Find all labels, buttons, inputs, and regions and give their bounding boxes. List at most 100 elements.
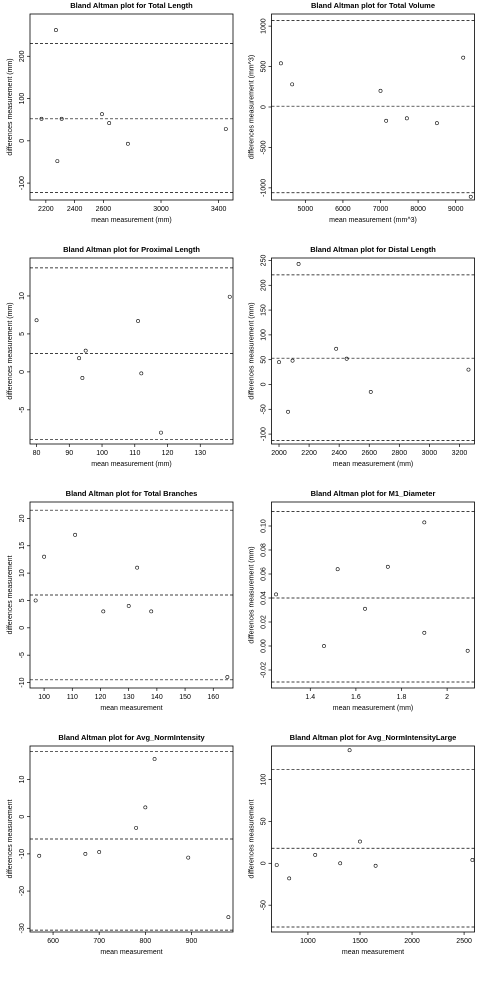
y-tick-label: -50 [261, 404, 268, 414]
y-tick-label: 100 [19, 93, 26, 105]
x-tick-label: 160 [207, 694, 219, 701]
x-tick-label: 110 [129, 450, 140, 457]
chart-title: Bland Altman plot for Proximal Length [63, 245, 200, 254]
y-tick-label: 0 [261, 382, 268, 386]
x-tick-label: 600 [47, 938, 59, 945]
data-point [225, 675, 230, 679]
y-axis-title: differences measurement [249, 800, 256, 879]
data-point [334, 346, 339, 351]
data-point [373, 863, 378, 868]
data-point [227, 294, 232, 299]
y-tick-label: -30 [19, 923, 26, 933]
x-tick-label: 2400 [67, 206, 83, 213]
y-tick-label: 10 [19, 775, 26, 783]
data-point [465, 648, 470, 653]
x-axis-title: mean measurement (mm) [91, 217, 172, 224]
data-point [223, 127, 228, 131]
x-tick-label: 2 [445, 694, 449, 701]
data-point [77, 356, 82, 361]
y-tick-label: 0.04 [261, 591, 268, 605]
data-point [335, 567, 340, 572]
x-tick-label: 1.4 [305, 694, 315, 701]
data-point [33, 598, 38, 603]
y-tick-label: 100 [261, 329, 268, 341]
data-point [42, 554, 46, 559]
x-tick-label: 110 [67, 694, 78, 701]
x-tick-label: 100 [96, 450, 108, 457]
x-tick-label: 3000 [422, 450, 438, 457]
data-point [80, 376, 85, 380]
chart-title: Bland Altman plot for Avg_NormIntensity [58, 733, 205, 742]
y-axis-title: differences measurement (mm) [7, 302, 14, 399]
y-tick-label: 0 [19, 139, 26, 143]
x-tick-label: 8000 [410, 206, 426, 213]
x-tick-label: 100 [38, 694, 50, 701]
y-tick-label: -50 [261, 900, 268, 910]
y-tick-label: -0.02 [261, 662, 268, 678]
x-tick-label: 150 [179, 694, 191, 701]
data-point [422, 520, 427, 525]
data-point [59, 116, 64, 121]
data-point [322, 644, 326, 648]
data-point [274, 592, 278, 597]
data-point [385, 564, 390, 569]
x-tick-label: 2000 [404, 938, 420, 945]
x-tick-label: 3000 [153, 206, 169, 213]
plot-frame [29, 257, 234, 445]
x-tick-label: 2200 [301, 450, 317, 457]
plot-frame [271, 13, 475, 201]
y-tick-label: 0.10 [261, 519, 268, 533]
y-tick-label: 150 [261, 304, 268, 316]
data-point [378, 88, 383, 93]
data-point [135, 565, 140, 570]
y-tick-label: -1000 [261, 179, 268, 197]
y-tick-label: 200 [261, 279, 268, 291]
data-point [287, 876, 292, 881]
data-point [126, 604, 131, 608]
x-tick-label: 1500 [352, 938, 368, 945]
x-tick-label: 130 [123, 694, 135, 701]
data-point [296, 262, 301, 266]
data-point [152, 757, 157, 761]
y-axis-title: differences measurement (mm) [7, 58, 14, 155]
y-axis-title: differences measurement [7, 800, 14, 879]
y-tick-label: 50 [261, 356, 268, 364]
data-point [363, 606, 367, 611]
x-tick-label: 90 [65, 450, 73, 457]
data-point [39, 116, 44, 121]
data-point [97, 850, 102, 854]
y-tick-label: 5 [19, 332, 26, 336]
y-tick-label: -5 [19, 652, 26, 658]
data-point [73, 532, 78, 537]
x-tick-label: 5000 [298, 206, 314, 213]
y-tick-label: 0 [261, 105, 268, 109]
y-tick-label: 500 [261, 61, 268, 73]
data-point [347, 748, 352, 753]
chart-title: Bland Altman plot for Distal Length [310, 245, 436, 254]
x-tick-label: 9000 [448, 206, 464, 213]
data-point [55, 159, 60, 164]
y-tick-label: 10 [19, 569, 26, 577]
y-tick-label: 10 [19, 292, 26, 300]
x-tick-label: 7000 [373, 206, 389, 213]
y-tick-label: 20 [19, 514, 26, 522]
y-axis-title: differences measurement (mm^3) [249, 55, 256, 159]
x-tick-label: 2400 [331, 450, 347, 457]
y-tick-label: 0.08 [261, 543, 268, 557]
data-point [274, 863, 279, 867]
x-tick-label: 130 [194, 450, 206, 457]
y-tick-label: -500 [261, 140, 268, 154]
y-tick-label: 5 [19, 598, 26, 602]
y-tick-label: 50 [261, 817, 268, 825]
y-tick-label: 1000 [261, 18, 268, 34]
y-tick-label: -10 [19, 849, 26, 859]
data-point [384, 118, 389, 123]
x-tick-label: 1.8 [397, 694, 407, 701]
x-axis-title: mean measurement [100, 705, 162, 712]
y-tick-label: 0 [19, 815, 26, 819]
data-point [186, 855, 191, 860]
x-tick-label: 120 [162, 450, 174, 457]
x-tick-label: 800 [139, 938, 151, 945]
data-point [54, 28, 58, 32]
